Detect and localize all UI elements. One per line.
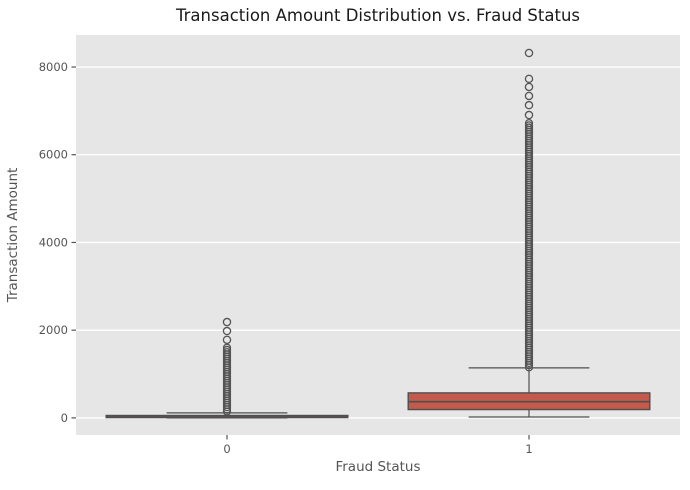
outliers-dense (524, 119, 534, 372)
axis-ticks (71, 66, 530, 440)
ytick-label: 0 (61, 411, 68, 425)
outlier-point (222, 335, 232, 345)
outliers-discrete (222, 317, 232, 345)
outlier-point (222, 326, 232, 336)
ytick-label: 6000 (39, 148, 68, 162)
tick-labels: 0 2000 4000 6000 8000 0 1 (39, 60, 533, 456)
ytick-label: 8000 (39, 60, 68, 74)
xtick-label: 0 (223, 442, 230, 456)
outliers-dense (222, 343, 232, 416)
y-axis-label: Transaction Amount (5, 168, 21, 304)
outlier-point (524, 110, 534, 120)
outliers-discrete (524, 48, 534, 120)
outlier-point (524, 74, 534, 84)
ytick-label: 4000 (39, 235, 68, 249)
outlier-point (524, 100, 534, 110)
outlier-point (524, 48, 534, 58)
ytick-label: 2000 (39, 323, 68, 337)
outlier-point (222, 407, 232, 416)
outlier-point (524, 82, 534, 92)
outlier-point (524, 363, 534, 372)
boxplot-series (105, 48, 651, 419)
box-category-1 (407, 48, 651, 418)
box-category-0 (105, 317, 349, 419)
chart-title: Transaction Amount Distribution vs. Frau… (175, 6, 580, 25)
plot-background (76, 35, 680, 435)
outlier-point (222, 317, 232, 327)
outlier-point (524, 91, 534, 101)
xtick-label: 1 (525, 442, 532, 456)
x-axis-label: Fraud Status (335, 459, 420, 475)
